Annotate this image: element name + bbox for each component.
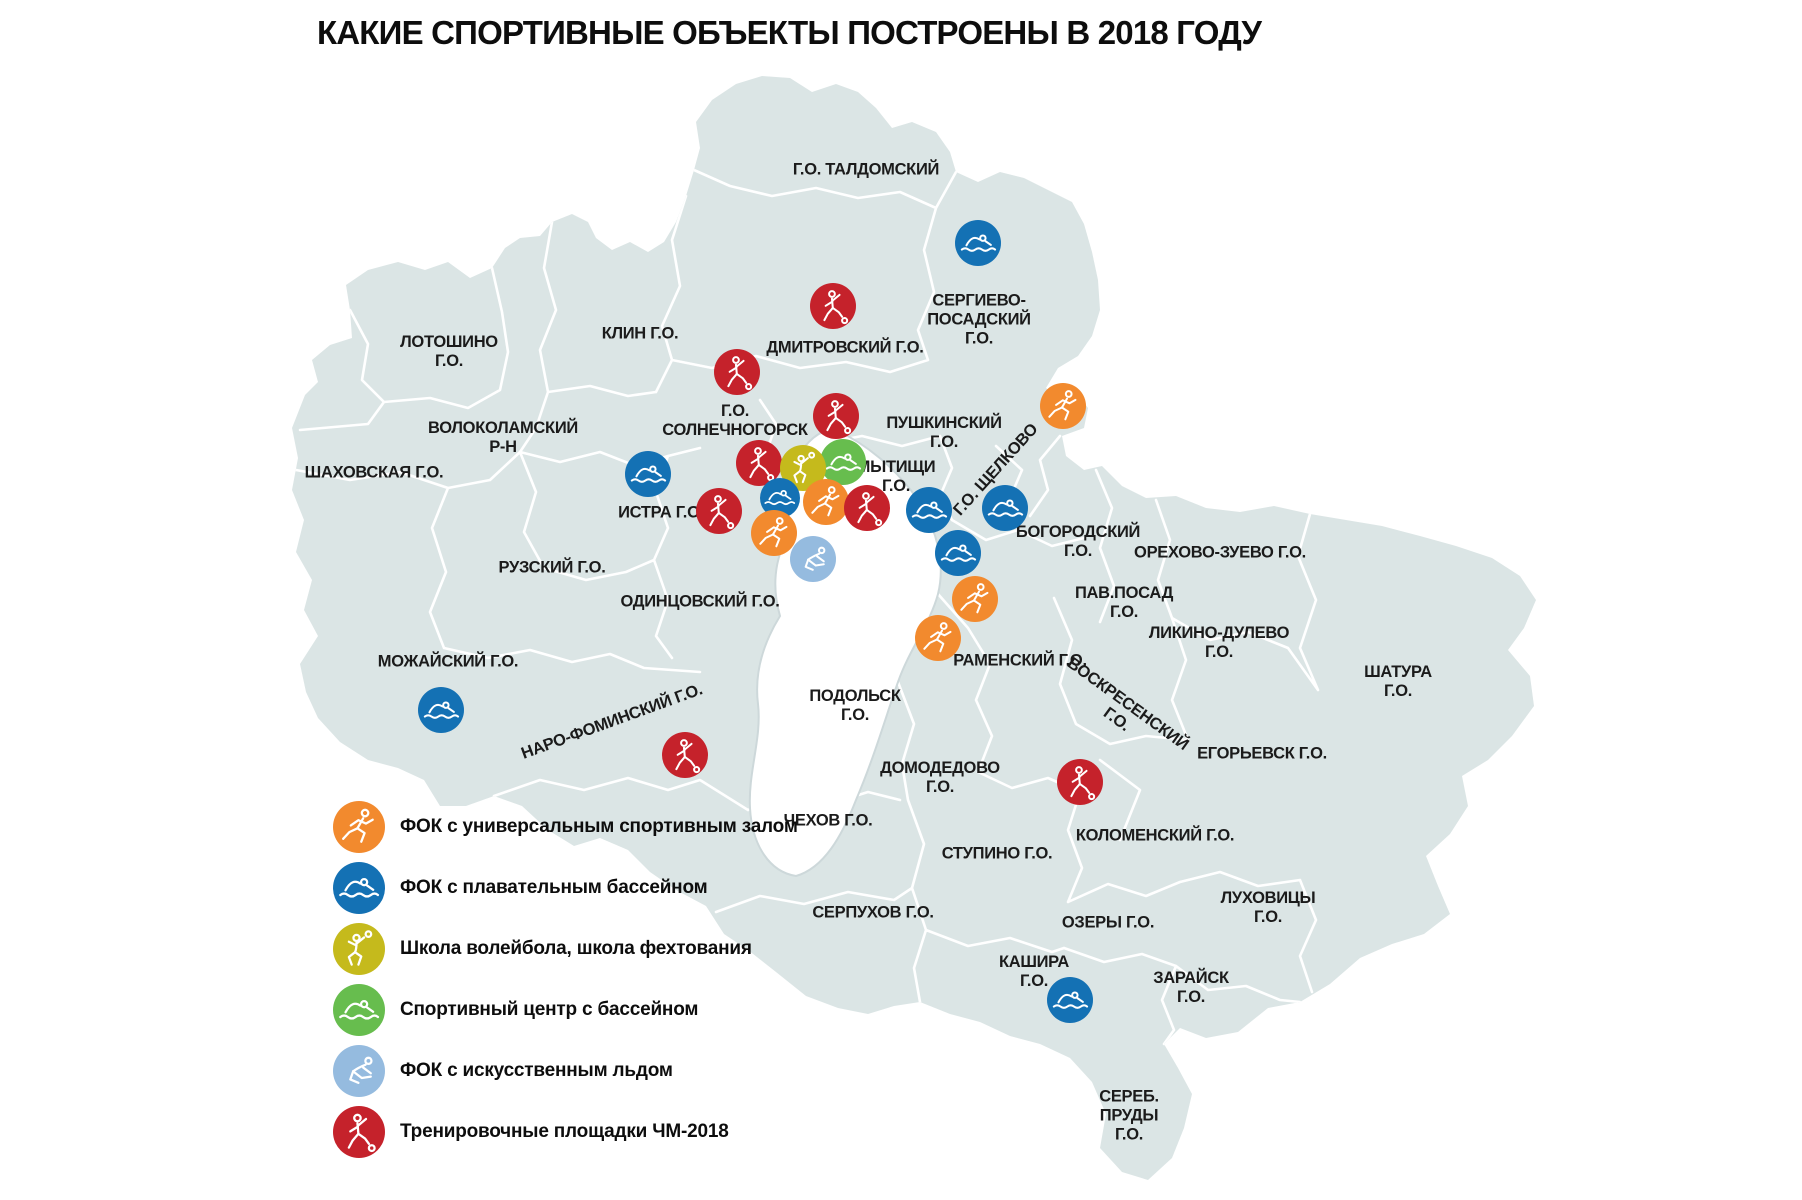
legend-label: ФОК с универсальным спортивным залом xyxy=(400,816,798,837)
legend-item-fok-ice: ФОК с искусственным льдом xyxy=(333,1045,798,1097)
legend-label: Тренировочные площадки ЧМ-2018 xyxy=(400,1121,729,1142)
page-title: КАКИЕ СПОРТИВНЫЕ ОБЪЕКТЫ ПОСТРОЕНЫ В 201… xyxy=(316,14,1262,51)
legend-item-sport-center-pool: Спортивный центр с бассейном xyxy=(333,984,798,1036)
fok-ice-badge xyxy=(333,1045,385,1097)
legend-item-fok-hall: ФОК с универсальным спортивным залом xyxy=(333,801,798,853)
legend-item-fok-pool: ФОК с плавательным бассейном xyxy=(333,862,798,914)
wc2018-badge xyxy=(333,1106,385,1158)
legend-label: ФОК с искусственным льдом xyxy=(400,1060,673,1081)
soccer-player-icon xyxy=(336,1109,382,1155)
swimmer-icon xyxy=(336,865,382,911)
legend: ФОК с универсальным спортивным залом ФОК… xyxy=(333,801,798,1167)
legend-item-wc2018: Тренировочные площадки ЧМ-2018 xyxy=(333,1106,798,1158)
volleyball-school-badge xyxy=(333,923,385,975)
fok-hall-badge xyxy=(333,801,385,853)
volleyball-icon xyxy=(336,926,382,972)
fok-pool-badge xyxy=(333,862,385,914)
legend-label: Школа волейбола, школа фехтования xyxy=(400,938,752,959)
sport-center-pool-badge xyxy=(333,984,385,1036)
skater-icon xyxy=(336,1048,382,1094)
legend-label: Спортивный центр с бассейном xyxy=(400,999,699,1020)
legend-item-school: Школа волейбола, школа фехтования xyxy=(333,923,798,975)
swimmer-icon xyxy=(336,987,382,1033)
runner-icon xyxy=(336,804,382,850)
legend-label: ФОК с плавательным бассейном xyxy=(400,877,708,898)
